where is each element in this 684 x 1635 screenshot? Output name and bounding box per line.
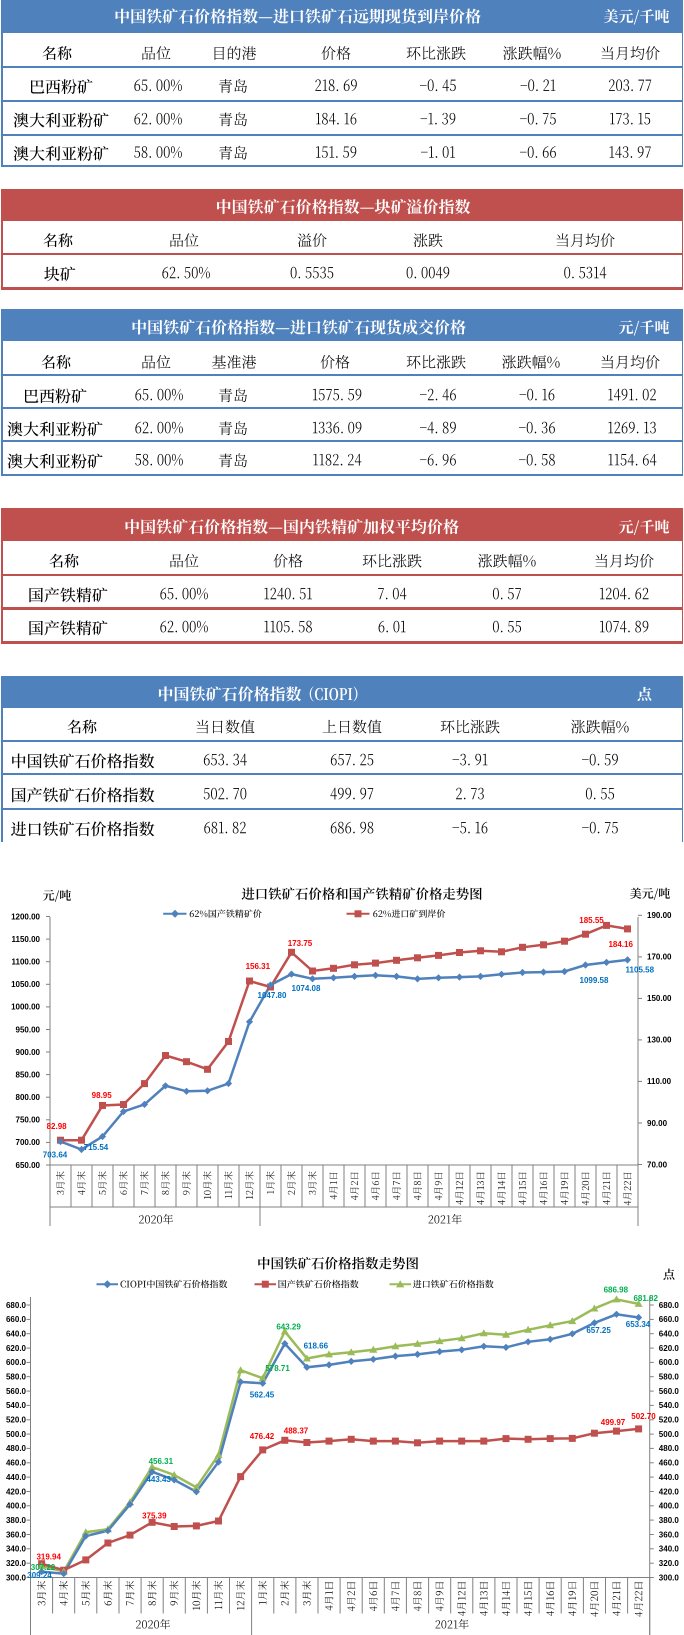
svg-text:750.00: 750.00 (16, 1116, 41, 1125)
svg-text:1047.80: 1047.80 (258, 991, 287, 1000)
svg-text:680.0: 680.0 (6, 1301, 27, 1310)
svg-text:620.0: 620.0 (6, 1344, 27, 1353)
svg-text:900.00: 900.00 (16, 1048, 41, 1057)
svg-text:309.24: 309.24 (27, 1571, 52, 1580)
svg-text:499.97: 499.97 (601, 1418, 626, 1427)
svg-text:653.34: 653.34 (626, 1320, 651, 1329)
svg-text:460.0: 460.0 (6, 1459, 27, 1468)
svg-text:540.0: 540.0 (659, 1401, 680, 1410)
svg-text:320.0: 320.0 (659, 1559, 680, 1568)
svg-text:681.82: 681.82 (633, 1294, 658, 1303)
svg-text:850.00: 850.00 (16, 1070, 41, 1079)
svg-text:420.0: 420.0 (659, 1487, 680, 1496)
svg-text:190.00: 190.00 (647, 911, 672, 920)
svg-text:600.0: 600.0 (659, 1358, 680, 1367)
svg-text:400.0: 400.0 (659, 1502, 680, 1511)
svg-text:800.00: 800.00 (16, 1093, 41, 1102)
svg-text:1105.58: 1105.58 (626, 965, 655, 974)
svg-text:643.29: 643.29 (276, 1322, 301, 1331)
svg-text:660.0: 660.0 (659, 1315, 680, 1324)
svg-text:500.0: 500.0 (659, 1430, 680, 1439)
svg-text:380.0: 380.0 (659, 1516, 680, 1525)
svg-text:440.0: 440.0 (659, 1473, 680, 1482)
svg-text:340.0: 340.0 (6, 1545, 27, 1554)
svg-text:476.42: 476.42 (250, 1432, 275, 1441)
svg-text:560.0: 560.0 (659, 1387, 680, 1396)
svg-text:300.0: 300.0 (659, 1573, 680, 1582)
svg-text:150.00: 150.00 (647, 994, 672, 1003)
svg-text:650.00: 650.00 (16, 1161, 41, 1170)
svg-text:520.0: 520.0 (6, 1416, 27, 1425)
svg-text:1000.00: 1000.00 (11, 1003, 40, 1012)
svg-text:640.0: 640.0 (659, 1330, 680, 1339)
svg-text:443.43: 443.43 (146, 1475, 171, 1484)
svg-text:1099.58: 1099.58 (580, 976, 609, 985)
svg-text:680.0: 680.0 (659, 1301, 680, 1310)
svg-text:184.16: 184.16 (608, 940, 633, 949)
svg-text:380.0: 380.0 (6, 1516, 27, 1525)
svg-text:657.25: 657.25 (586, 1326, 611, 1335)
svg-text:618.66: 618.66 (304, 1341, 329, 1350)
svg-text:400.0: 400.0 (6, 1502, 27, 1511)
svg-text:1200.00: 1200.00 (11, 912, 40, 921)
svg-text:500.0: 500.0 (6, 1430, 27, 1439)
svg-text:1074.08: 1074.08 (292, 984, 321, 993)
svg-text:540.0: 540.0 (6, 1401, 27, 1410)
svg-text:90.00: 90.00 (647, 1119, 668, 1128)
svg-text:480.0: 480.0 (6, 1444, 27, 1453)
svg-text:578.71: 578.71 (265, 1364, 290, 1373)
svg-text:319.94: 319.94 (36, 1552, 61, 1561)
svg-text:520.0: 520.0 (659, 1416, 680, 1425)
svg-text:375.39: 375.39 (142, 1512, 167, 1521)
svg-text:502.70: 502.70 (631, 1412, 656, 1421)
svg-text:488.37: 488.37 (284, 1426, 309, 1435)
svg-text:640.0: 640.0 (6, 1330, 27, 1339)
svg-text:98.95: 98.95 (92, 1091, 113, 1100)
svg-text:480.0: 480.0 (659, 1444, 680, 1453)
svg-text:700.00: 700.00 (16, 1138, 41, 1147)
svg-text:660.0: 660.0 (6, 1315, 27, 1324)
svg-text:307.22: 307.22 (31, 1563, 56, 1572)
svg-text:440.0: 440.0 (6, 1473, 27, 1482)
svg-text:110.00: 110.00 (647, 1077, 672, 1086)
svg-text:460.0: 460.0 (659, 1459, 680, 1468)
svg-text:320.0: 320.0 (6, 1559, 27, 1568)
svg-text:580.0: 580.0 (659, 1373, 680, 1382)
svg-text:600.0: 600.0 (6, 1358, 27, 1367)
svg-text:580.0: 580.0 (6, 1373, 27, 1382)
svg-text:1050.00: 1050.00 (11, 980, 40, 989)
svg-text:156.31: 156.31 (246, 962, 271, 971)
svg-text:715.54: 715.54 (84, 1143, 109, 1152)
svg-text:686.98: 686.98 (604, 1286, 629, 1295)
svg-text:82.98: 82.98 (47, 1122, 68, 1131)
svg-text:950.00: 950.00 (16, 1025, 41, 1034)
svg-text:620.0: 620.0 (659, 1344, 680, 1353)
svg-text:70.00: 70.00 (647, 1160, 668, 1169)
svg-text:1150.00: 1150.00 (12, 935, 41, 944)
svg-text:560.0: 560.0 (6, 1387, 27, 1396)
svg-text:173.75: 173.75 (288, 939, 313, 948)
svg-text:170.00: 170.00 (647, 953, 672, 962)
svg-text:703.64: 703.64 (43, 1150, 68, 1159)
svg-text:360.0: 360.0 (659, 1530, 680, 1539)
svg-text:300.0: 300.0 (6, 1573, 27, 1582)
svg-text:1100.00: 1100.00 (12, 958, 41, 967)
svg-text:340.0: 340.0 (659, 1545, 680, 1554)
svg-text:185.55: 185.55 (579, 916, 604, 925)
svg-text:360.0: 360.0 (6, 1530, 27, 1539)
svg-text:420.0: 420.0 (6, 1487, 27, 1496)
svg-text:456.31: 456.31 (149, 1457, 174, 1466)
svg-text:562.45: 562.45 (250, 1390, 275, 1399)
svg-text:130.00: 130.00 (647, 1036, 672, 1045)
